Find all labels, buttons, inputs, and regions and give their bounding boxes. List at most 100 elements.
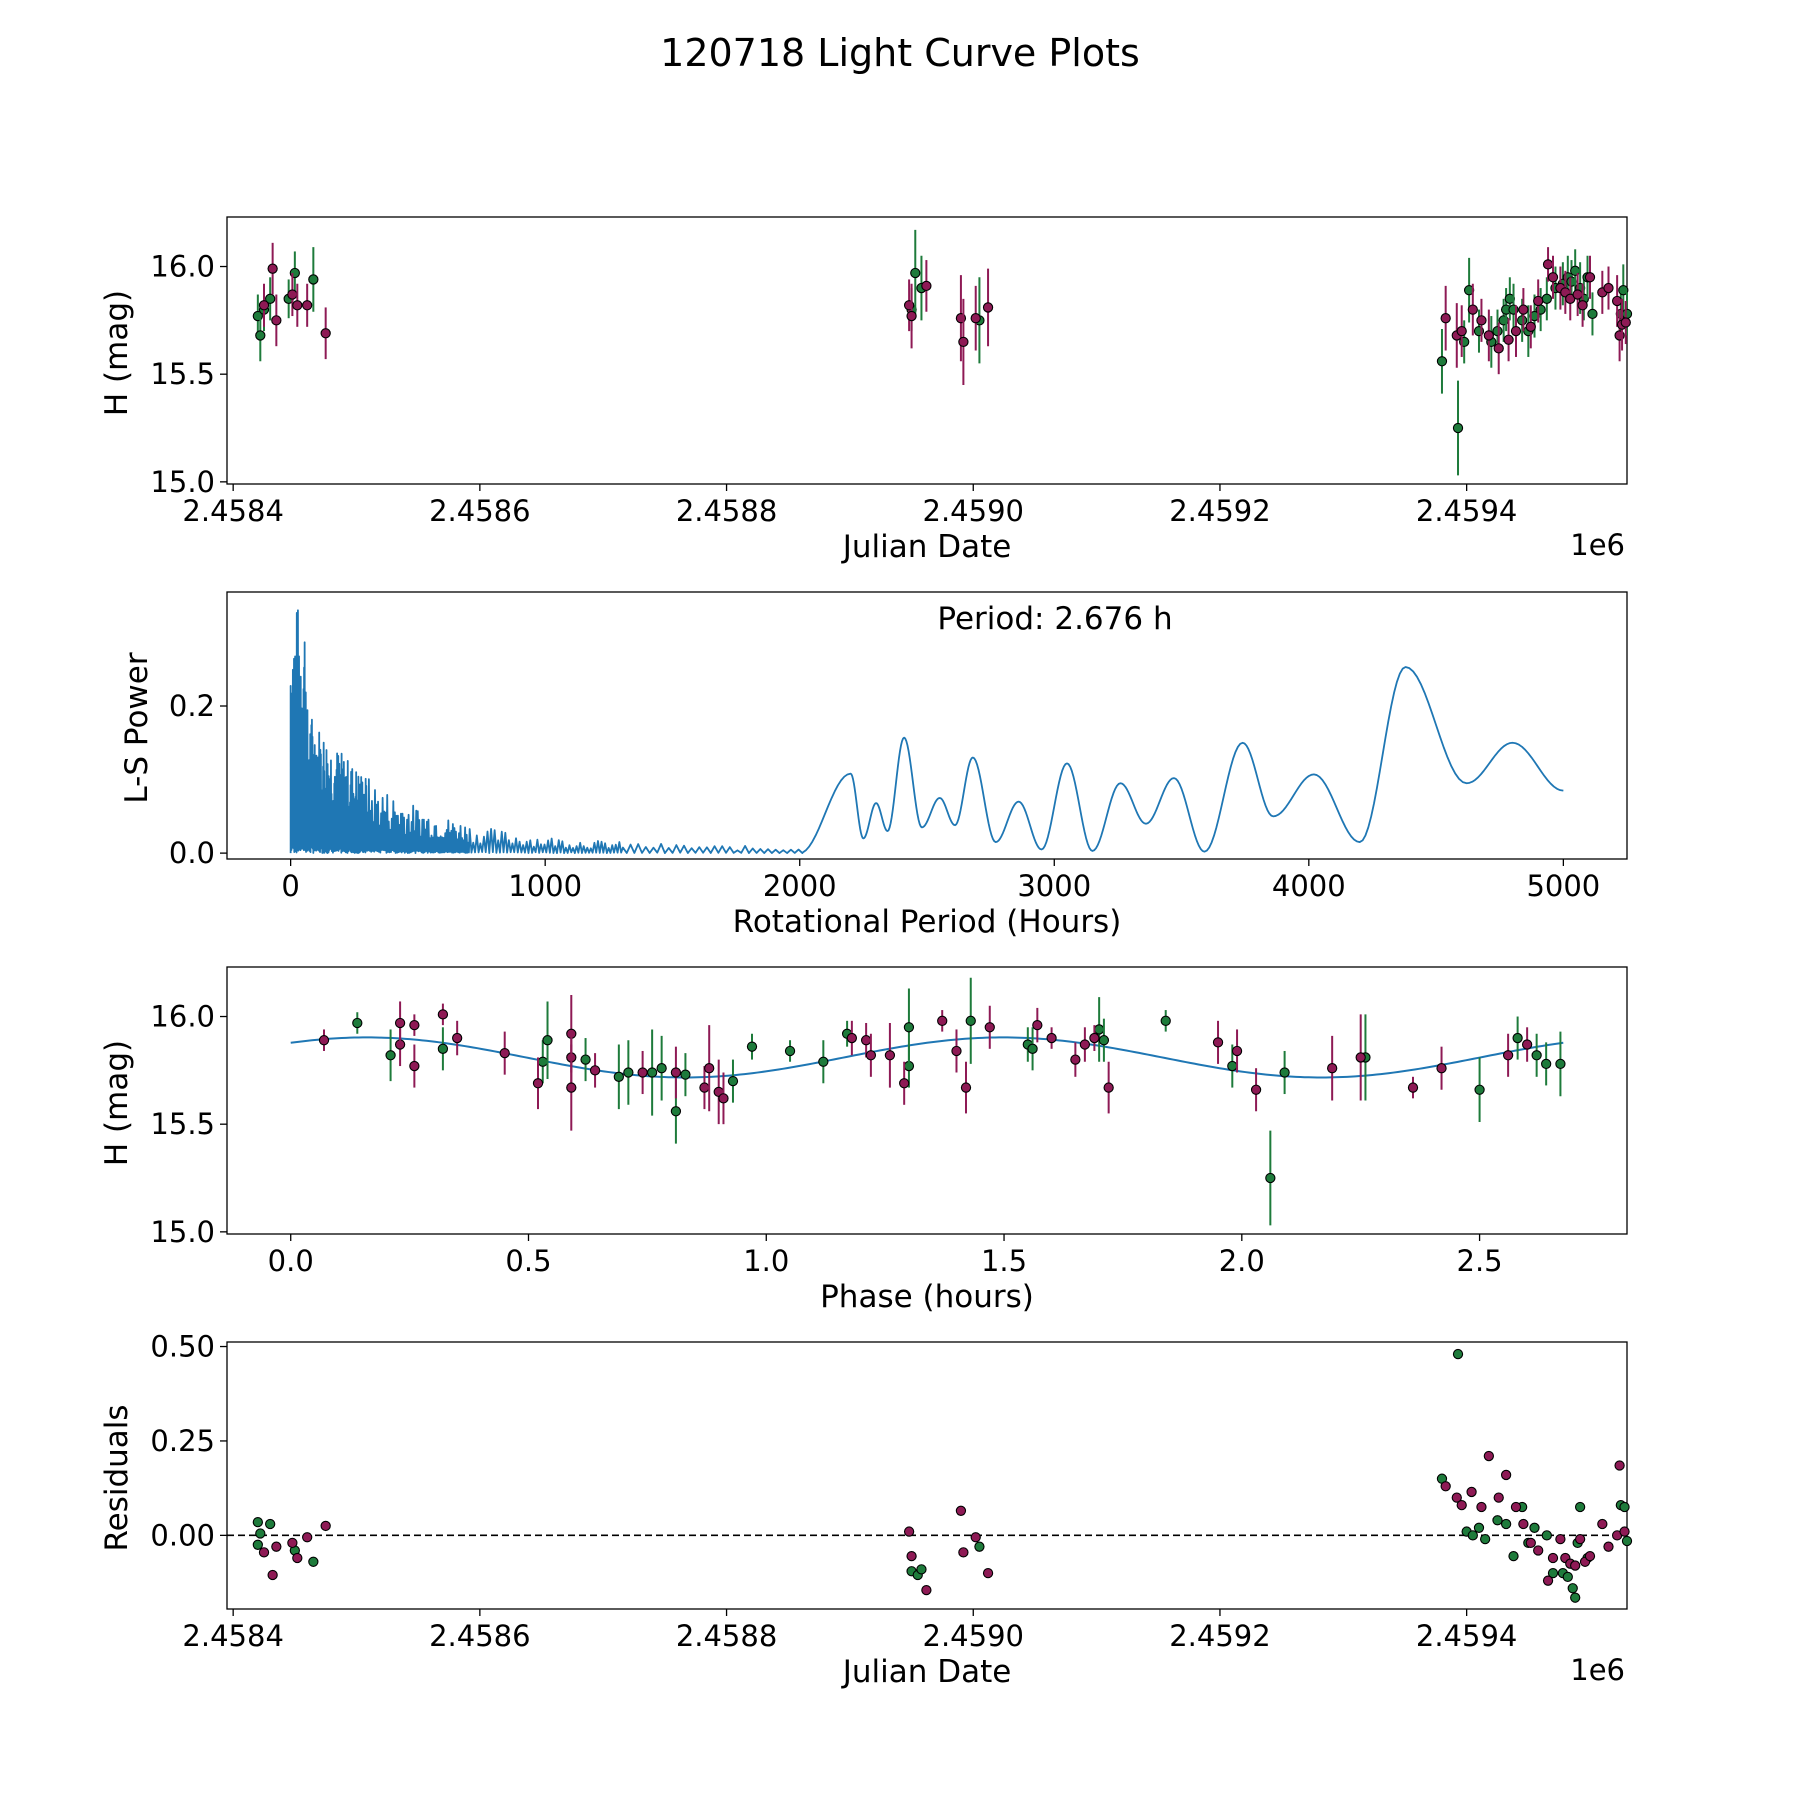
phase-point-purple [1327, 1063, 1338, 1074]
jd-panel-ylabel: H (mag) [99, 290, 135, 416]
phase-point-green [623, 1067, 634, 1078]
ls-ytick-label: 0.2 [169, 689, 215, 723]
phase-point-green [784, 1045, 796, 1057]
jd-point-purple [1440, 313, 1451, 324]
jd-point-purple [958, 336, 969, 348]
resid-point-purple [1451, 1492, 1462, 1503]
jd-point-purple [1577, 300, 1588, 311]
jd-point-purple [1542, 259, 1554, 270]
phase-point-green [903, 1022, 915, 1033]
resid-point-green [1570, 1592, 1581, 1603]
resid-point-purple [1525, 1537, 1536, 1549]
phase-point-green [1512, 1032, 1523, 1044]
phase-xtick-label: 2.0 [1219, 1244, 1265, 1278]
resid-point-purple [1603, 1541, 1614, 1552]
resid-point-green [265, 1518, 276, 1530]
figure-title: 120718 Light Curve Plots [660, 31, 1140, 75]
phase-xtick-label: 0.0 [268, 1244, 314, 1278]
resid-point-green [1467, 1530, 1478, 1541]
jd-plot-frame [226, 216, 1628, 485]
phase-point-purple [937, 1015, 948, 1026]
resid-point-purple [292, 1552, 303, 1564]
phase-point-green [537, 1056, 548, 1067]
jd-point-green [1618, 285, 1629, 296]
jd-point-purple [1503, 334, 1514, 345]
resid-point-purple [1518, 1518, 1529, 1530]
jd-point-purple [302, 300, 313, 311]
phase-point-purple [1079, 1039, 1091, 1050]
resid-point-purple [271, 1541, 282, 1552]
phase-point-purple [409, 1019, 420, 1031]
phase-point-purple [532, 1078, 544, 1089]
phase-point-green [352, 1017, 363, 1029]
phase-panel-xlabel: Phase (hours) [820, 1279, 1034, 1315]
phase-point-purple [1436, 1063, 1447, 1074]
phase-folded-panel: H (mag) Phase (hours) [99, 1040, 1034, 1315]
phase-point-purple [884, 1050, 896, 1061]
jd-axes: 2.4584 2.4586 2.4588 2.4590 2.4592 2.4594 15.0… [150, 216, 1628, 528]
phase-point-purple [1250, 1084, 1262, 1095]
phase-ytick-label: 15.0 [150, 1215, 215, 1249]
jd-xtick-label: 2.4588 [676, 494, 777, 528]
phase-point-purple [704, 1063, 715, 1074]
resid-panel-xlabel: Julian Date [841, 1654, 1012, 1690]
jd-point-green [1587, 308, 1598, 320]
resid-point-purple [1533, 1545, 1544, 1556]
phase-point-green [385, 1050, 396, 1061]
jd-point-green [1492, 325, 1503, 337]
phase-point-purple [394, 1017, 406, 1029]
jd-point-purple [1493, 343, 1504, 354]
resid-point-purple [320, 1520, 331, 1532]
phase-point-green [1279, 1067, 1290, 1078]
resid-point-purple [903, 1526, 915, 1537]
jd-point-purple [271, 315, 282, 326]
jd-point-purple [1476, 315, 1487, 326]
phase-point-purple [1407, 1082, 1419, 1093]
jd-xtick-label: 2.4584 [182, 494, 283, 528]
resid-xtick-label: 2.4586 [429, 1619, 530, 1653]
phase-point-purple [1231, 1045, 1243, 1057]
jd-point-purple [1584, 272, 1596, 283]
jd-point-purple [258, 300, 270, 311]
jd-point-purple [1525, 321, 1536, 332]
resid-data-points [252, 1348, 1633, 1603]
resid-point-purple [982, 1567, 994, 1579]
resid-xtick-label: 2.4592 [1169, 1619, 1270, 1653]
ls-axes: 0 1000 2000 3000 4000 5000 0.0 0.2 [169, 591, 1628, 903]
resid-point-green [252, 1539, 263, 1550]
resid-point-green [1500, 1518, 1512, 1530]
resid-point-green [1479, 1533, 1491, 1545]
phase-point-purple [1212, 1037, 1224, 1048]
phase-point-purple [437, 1009, 449, 1020]
jd-point-purple [1467, 304, 1478, 315]
phase-point-purple [1046, 1032, 1057, 1044]
periodogram-line [289, 609, 1564, 855]
phase-point-green [1160, 1015, 1171, 1026]
ls-panel-xlabel: Rotational Period (Hours) [733, 904, 1122, 940]
jd-point-green [1541, 293, 1552, 304]
phase-point-purple [1089, 1032, 1100, 1044]
resid-xtick-label: 2.4590 [923, 1619, 1024, 1653]
resid-point-green [1574, 1501, 1586, 1513]
jd-point-purple [1603, 282, 1614, 294]
resid-point-purple [1500, 1469, 1512, 1481]
jd-panel-xlabel: Julian Date [841, 529, 1012, 565]
phase-xtick-label: 2.5 [1457, 1244, 1503, 1278]
phase-point-green [727, 1075, 739, 1087]
resid-point-purple [1555, 1533, 1566, 1545]
jd-point-green [1517, 315, 1528, 326]
resid-point-purple [1619, 1526, 1630, 1537]
jd-point-purple [1510, 325, 1522, 337]
resid-point-green [1452, 1348, 1464, 1360]
phase-plot-frame [226, 966, 1628, 1235]
resid-xtick-label: 2.4588 [676, 1619, 777, 1653]
phase-axes: 0.0 0.5 1.0 1.5 2.0 2.5 15.0 15.5 16.0 [150, 966, 1628, 1278]
jd-ytick-label: 16.0 [150, 250, 215, 284]
resid-point-purple [955, 1505, 967, 1516]
phase-point-green [542, 1035, 553, 1046]
resid-point-green [1562, 1571, 1573, 1583]
phase-point-purple [699, 1082, 710, 1093]
resid-point-purple [267, 1569, 278, 1581]
phase-point-purple [951, 1045, 962, 1057]
jd-point-purple [292, 300, 303, 311]
